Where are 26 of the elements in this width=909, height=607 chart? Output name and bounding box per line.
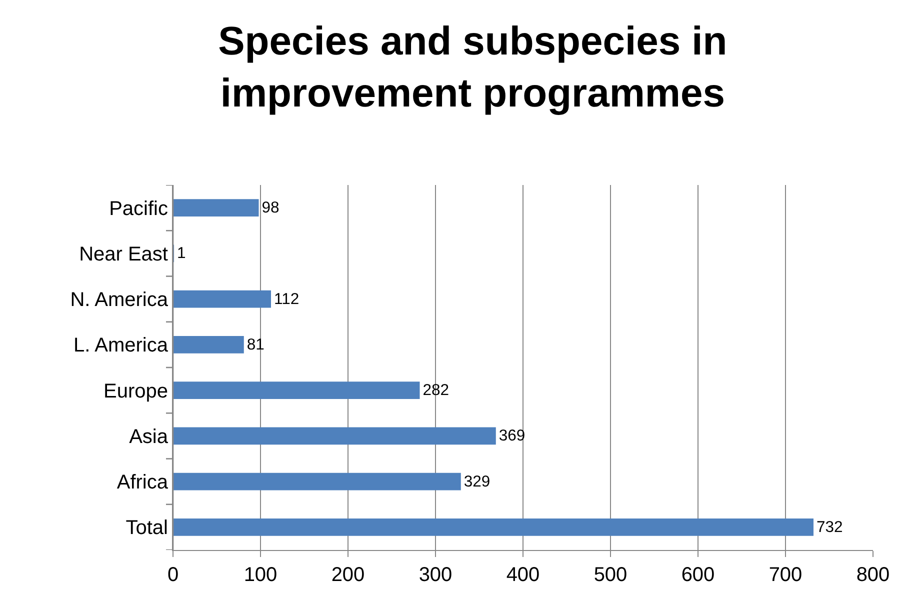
data-label: 369	[498, 428, 526, 445]
x-tick-label: 500	[594, 564, 628, 586]
y-tick-label: Africa	[116, 472, 169, 494]
y-tick-label: Pacific	[109, 198, 168, 220]
y-tick-label: N. America	[70, 289, 169, 312]
data-label: 282	[422, 382, 450, 400]
data-label: 81	[246, 336, 264, 354]
data-label: 329	[464, 473, 490, 490]
x-tick-label: 400	[506, 564, 540, 586]
x-tick-label: 800	[856, 564, 890, 586]
x-tick-label: 700	[768, 564, 802, 586]
y-tick-label: L. America	[74, 334, 169, 357]
y-tick-label: Total	[126, 517, 168, 540]
x-tick-label: 600	[681, 564, 715, 586]
y-tick-label: Near East	[79, 243, 168, 266]
data-label: 112	[274, 290, 300, 308]
x-tick-label: 100	[244, 564, 278, 586]
x-tick-label: 0	[167, 564, 179, 586]
data-label: 732	[816, 518, 843, 536]
chart-title: Species and subspecies in improvement programmes	[218, 20, 728, 116]
y-tick-label: Asia	[129, 426, 169, 448]
data-label: 1	[177, 245, 186, 262]
x-tick-label: 300	[418, 564, 452, 586]
x-tick-label: 200	[331, 564, 365, 586]
y-tick-label: Europe	[104, 380, 168, 402]
data-label: 98	[262, 200, 280, 217]
